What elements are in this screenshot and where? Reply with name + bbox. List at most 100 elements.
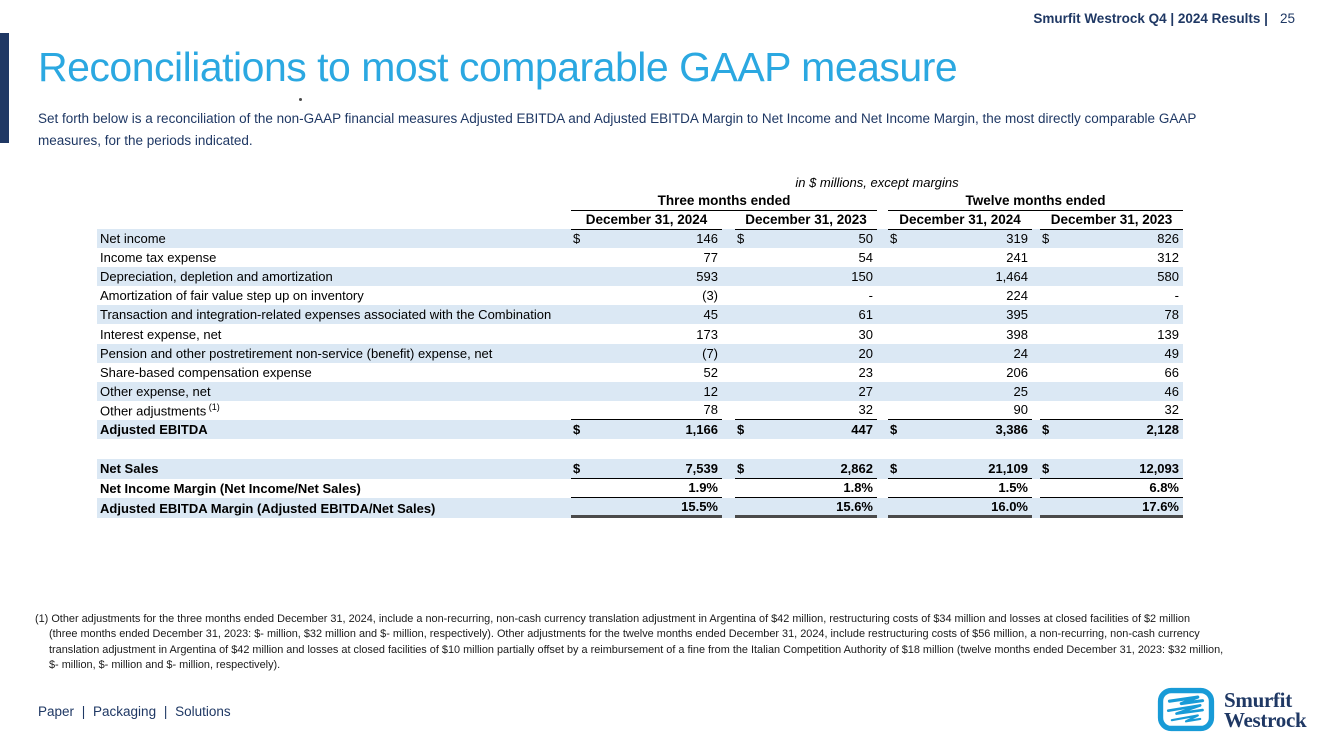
value-cell: (7): [571, 344, 722, 363]
footnote-line: $- million, $- million and $- million, r…: [49, 658, 281, 671]
cell-value: 2,128: [1146, 421, 1179, 437]
row-label: Net Income Margin (Net Income/Net Sales): [100, 480, 361, 496]
value-cell: 150: [735, 267, 877, 286]
cell-value: 398: [1006, 326, 1028, 342]
value-cell: 241: [888, 248, 1032, 267]
value-cell: 32: [1040, 401, 1183, 420]
row-label: Other adjustments (1): [100, 402, 220, 419]
cell-value: 1.9%: [688, 480, 718, 496]
cell-value: 139: [1157, 326, 1179, 342]
value-cell: 580: [1040, 267, 1183, 286]
cell-value: 30: [858, 326, 873, 342]
cell-value: 49: [1164, 345, 1179, 361]
currency-symbol: $: [573, 460, 581, 476]
currency-symbol: $: [1042, 460, 1050, 476]
value-cell: 27: [735, 382, 877, 401]
intro-line: measures, for the periods indicated.: [38, 133, 253, 148]
row-label: Transaction and integration-related expe…: [100, 307, 552, 323]
cell-value: 15.5%: [681, 499, 718, 515]
cell-value: 32: [858, 402, 873, 418]
slide-title: Reconciliations to most comparable GAAP …: [38, 44, 958, 90]
cell-value: 77: [703, 250, 718, 266]
period-header-row: Three months ended Twelve months ended: [97, 192, 1183, 211]
units-row: in $ millions, except margins: [97, 172, 1183, 192]
currency-symbol: $: [737, 460, 745, 476]
row-label: Adjusted EBITDA: [100, 421, 208, 437]
cell-value: 580: [1157, 269, 1179, 285]
value-cell: 20: [735, 344, 877, 363]
value-cell: 32: [735, 401, 877, 420]
row-label: Depreciation, depletion and amortization: [100, 269, 333, 285]
cell-value: 2,862: [840, 460, 873, 476]
cell-value: 12: [703, 383, 718, 399]
row-label: Share-based compensation expense: [100, 364, 312, 380]
cell-value: (7): [702, 345, 718, 361]
cell-value: 1,464: [995, 269, 1028, 285]
value-cell: (3): [571, 286, 722, 305]
cell-value: (3): [702, 288, 718, 304]
footnote-line: (1) Other adjustments for the three mont…: [35, 613, 1191, 625]
value-cell: $7,539: [571, 459, 722, 479]
logo-wordmark-line1: Smurfit: [1224, 687, 1292, 712]
cell-value: 593: [696, 269, 718, 285]
value-cell: 224: [888, 286, 1032, 305]
value-cell: $1,166: [571, 420, 722, 439]
value-cell: 312: [1040, 248, 1183, 267]
cell-value: 206: [1006, 364, 1028, 380]
value-cell: $21,109: [888, 459, 1032, 479]
cell-value: 23: [858, 364, 873, 380]
cell-value: 312: [1157, 250, 1179, 266]
value-cell: 24: [888, 344, 1032, 363]
footnote: (1) Other adjustments for the three mont…: [35, 612, 1315, 673]
row-label: Pension and other postretirement non-ser…: [100, 345, 493, 361]
cell-value: 54: [858, 250, 873, 266]
section-gap: [97, 439, 1183, 459]
cell-value: 7,539: [685, 460, 718, 476]
cell-value: 6.8%: [1149, 480, 1179, 496]
value-cell: 206: [888, 363, 1032, 382]
value-cell: 395: [888, 305, 1032, 324]
value-cell: 54: [735, 248, 877, 267]
cell-value: 46: [1164, 383, 1179, 399]
cell-value: 395: [1006, 307, 1028, 323]
value-cell: 66: [1040, 363, 1183, 382]
page-number: 25: [1279, 11, 1295, 26]
brand-tagline: Paper | Packaging | Solutions: [38, 704, 231, 719]
cell-value: 3,386: [995, 421, 1028, 437]
deck-title: Smurfit Westrock Q4 | 2024 Results |: [1033, 11, 1268, 26]
value-cell: 15.6%: [735, 498, 877, 518]
value-cell: 78: [571, 401, 722, 420]
footnote-line: (three months ended December 31, 2023: $…: [49, 628, 1200, 641]
row-label: Net income: [100, 231, 166, 247]
cell-value: 16.0%: [991, 499, 1028, 515]
cell-value: 78: [1164, 307, 1179, 323]
table-row: Adjusted EBITDA $1,166 $447 $3,386 $2,128: [97, 419, 1183, 440]
cell-value: 50: [858, 231, 873, 247]
value-cell: 593: [571, 267, 722, 286]
value-cell: 16.0%: [888, 498, 1032, 518]
period-header: Twelve months ended: [888, 192, 1183, 211]
value-cell: -: [735, 286, 877, 305]
logo-wordmark-line2: Westrock: [1224, 707, 1307, 732]
cell-value: 826: [1157, 231, 1179, 247]
value-cell: 52: [571, 363, 722, 382]
logo-wordmark: Smurfit Westrock: [1224, 687, 1307, 732]
value-cell: $12,093: [1040, 459, 1183, 479]
cell-value: 61: [858, 307, 873, 323]
currency-symbol: $: [573, 421, 581, 437]
table-row: Adjusted EBITDA Margin (Adjusted EBITDA/…: [97, 498, 1183, 518]
table-row: Net Sales $7,539 $2,862 $21,109 $12,093: [97, 459, 1183, 479]
value-cell: 77: [571, 248, 722, 267]
row-label: Other expense, net: [100, 383, 211, 399]
cell-value: -: [868, 288, 873, 304]
currency-symbol: $: [573, 231, 581, 247]
reconciliation-table: in $ millions, except margins Three mont…: [97, 172, 1183, 518]
value-cell: $3,386: [888, 420, 1032, 439]
deck-header: Smurfit Westrock Q4 | 2024 Results | 25: [1033, 11, 1295, 26]
table-row: Interest expense, net 173 30 398 139: [97, 324, 1183, 343]
table-row: Net income $146 $50 $319 $826: [97, 229, 1183, 249]
table-row: Transaction and integration-related expe…: [97, 305, 1183, 325]
cell-value: 12,093: [1139, 460, 1179, 476]
value-cell: $826: [1040, 229, 1183, 248]
value-cell: 1.9%: [571, 479, 722, 499]
